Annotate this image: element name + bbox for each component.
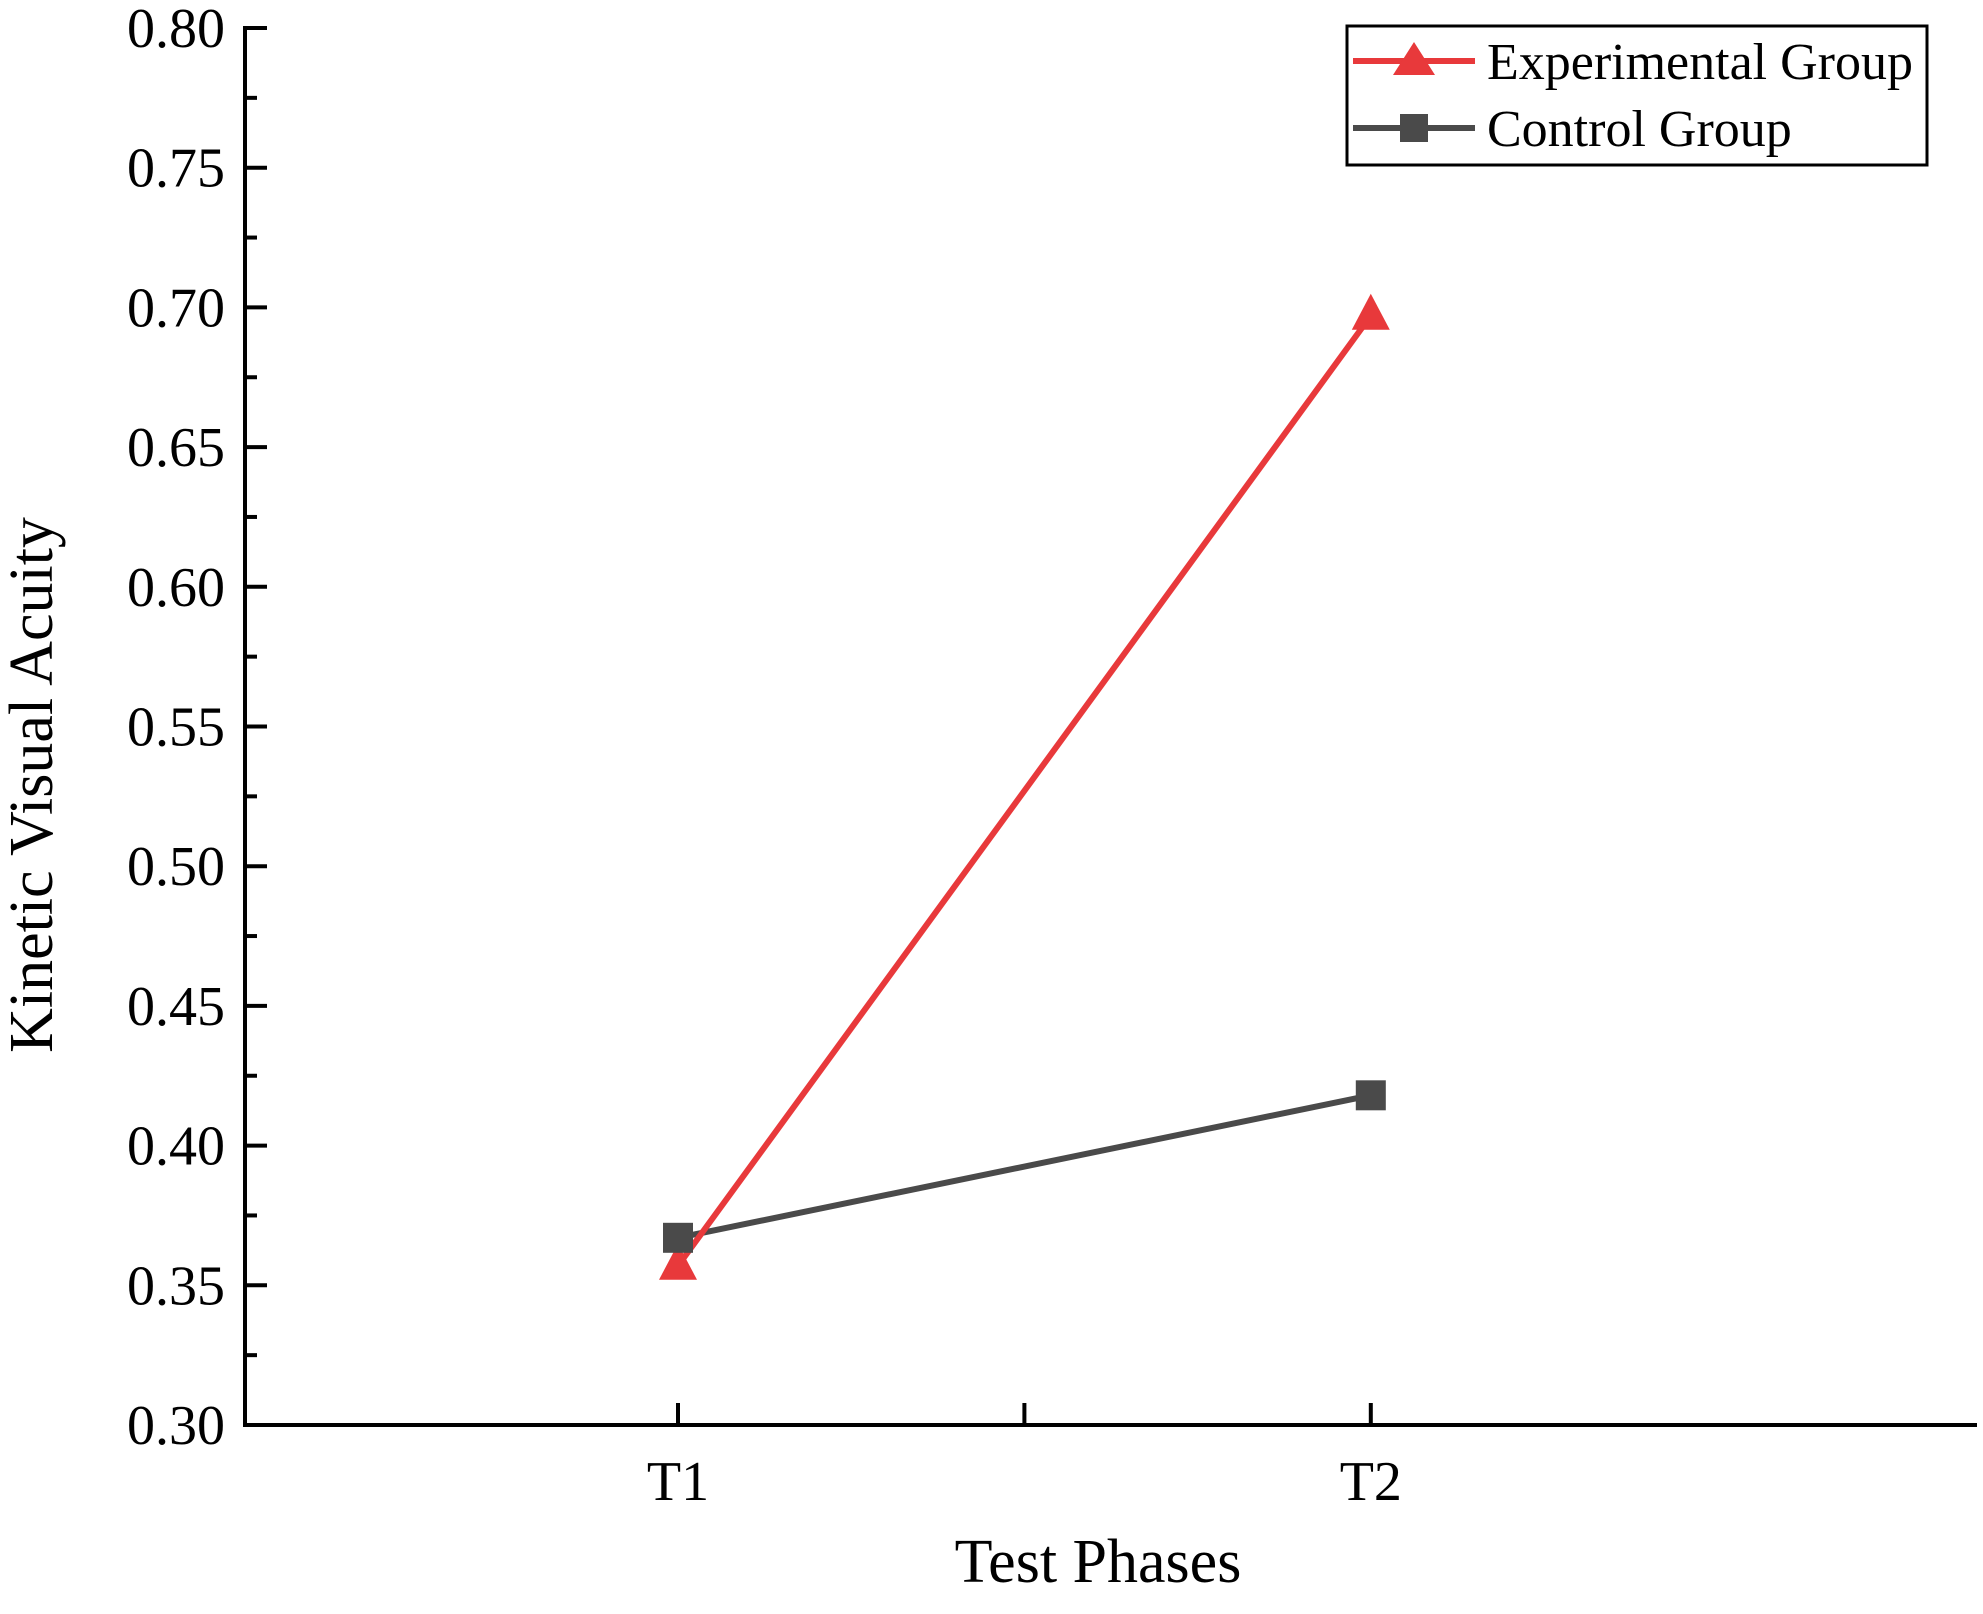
- y-tick-label: 0.35: [127, 1255, 225, 1317]
- y-axis-title: Kinetic Visual Acuity: [0, 517, 66, 1053]
- y-tick-label: 0.60: [127, 557, 225, 619]
- series-line-experimental: [675, 314, 1374, 1268]
- legend-label-control: Control Group: [1487, 101, 1792, 158]
- y-tick-label: 0.70: [127, 277, 225, 339]
- y-tick-label: 0.30: [127, 1395, 225, 1457]
- legend-label-experimental: Experimental Group: [1487, 34, 1913, 91]
- experimental-point: [659, 1243, 697, 1280]
- series-layer: [659, 293, 1390, 1280]
- y-tick-label: 0.45: [127, 976, 225, 1038]
- legend: Experimental Group Control Group: [1345, 24, 1929, 167]
- control-point: [1355, 1080, 1386, 1111]
- y-tick-label: 0.80: [127, 0, 225, 60]
- experimental-point: [1351, 293, 1390, 330]
- x-axis-ticks: T1 T2: [647, 1403, 1402, 1513]
- control-point: [663, 1222, 693, 1253]
- plot-axes: [243, 26, 1977, 1427]
- series-line-control: [677, 1092, 1372, 1241]
- y-tick-label: 0.65: [127, 417, 225, 479]
- x-tick-label: T2: [1340, 1451, 1402, 1513]
- legend-marker-triangle: [1393, 42, 1435, 75]
- x-axis-title: Test Phases: [955, 1528, 1242, 1596]
- y-axis-ticks: 0.30 0.35 0.40 0.45 0.50 0.55 0.60 0.65 0.70 0.75…: [127, 0, 267, 1457]
- legend-box: [1345, 24, 1929, 167]
- y-tick-label: 0.55: [127, 697, 225, 759]
- y-tick-label: 0.75: [127, 138, 225, 200]
- legend-marker-square: [1400, 114, 1428, 142]
- y-tick-label: 0.50: [127, 836, 225, 898]
- y-tick-label: 0.40: [127, 1116, 225, 1178]
- x-tick-label: T1: [647, 1451, 709, 1513]
